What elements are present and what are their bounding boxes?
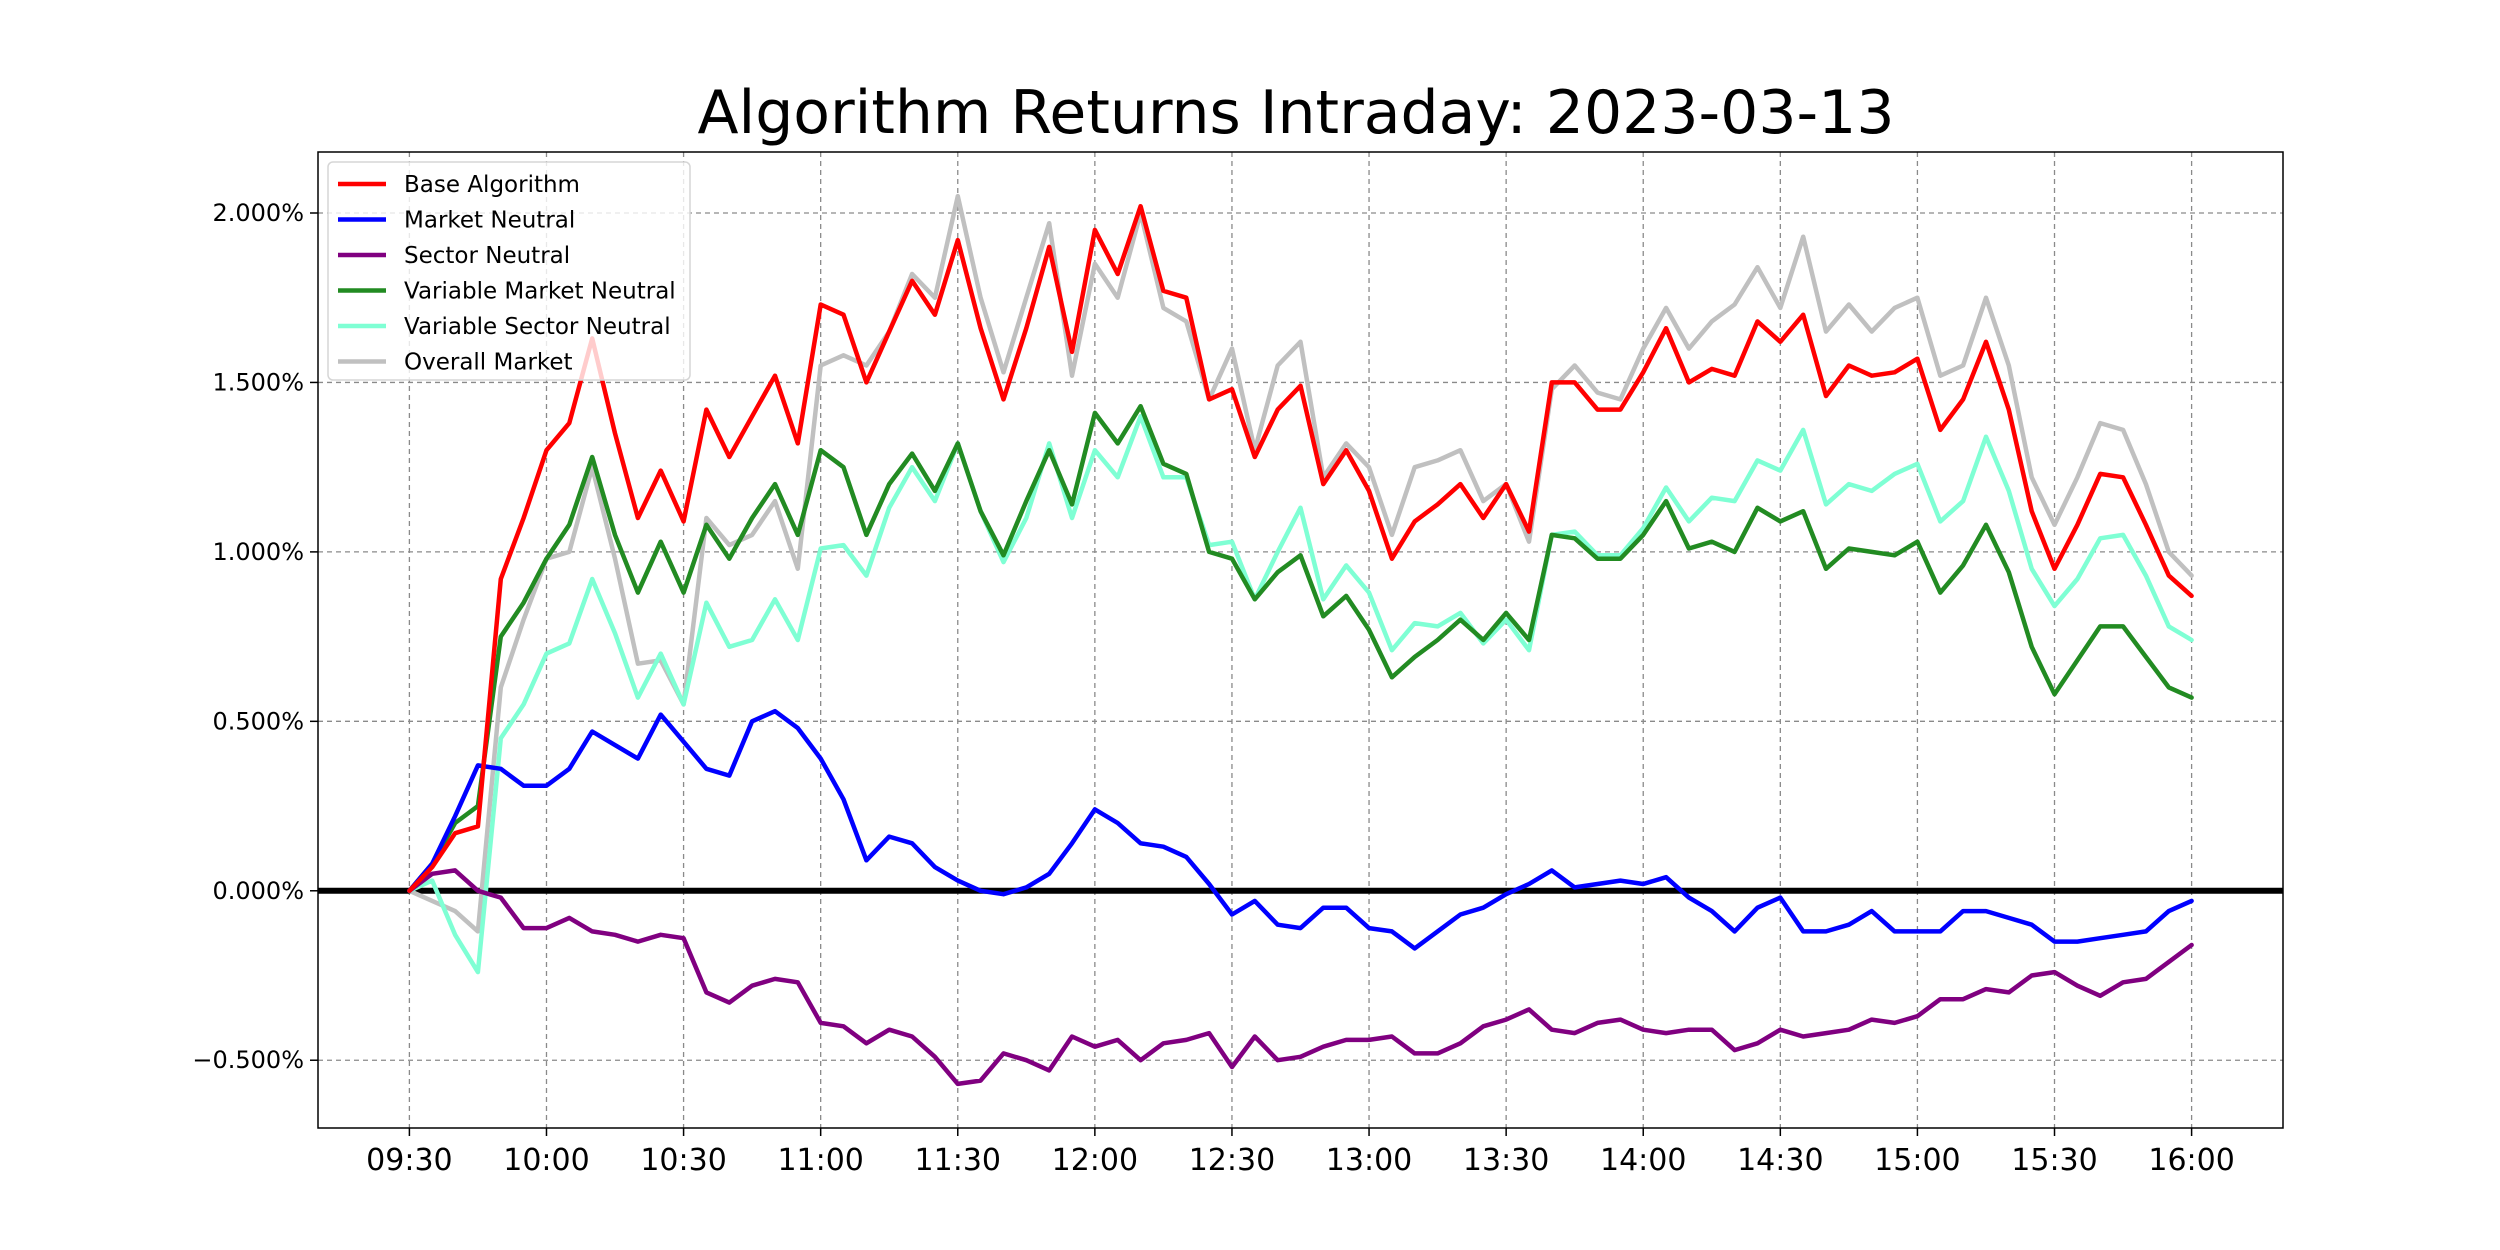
x-tick-label: 11:30 — [915, 1143, 1001, 1178]
legend-label-sector-neutral: Sector Neutral — [404, 243, 570, 269]
legend-box — [327, 161, 691, 381]
y-tick-label: 0.500% — [212, 707, 304, 735]
x-tick-label: 13:00 — [1326, 1143, 1412, 1178]
x-tick-label: 16:00 — [2148, 1143, 2234, 1178]
legend-label-variable-market-neutral: Variable Market Neutral — [404, 279, 676, 305]
series-layer — [407, 193, 2194, 1087]
legend-label-variable-sector-neutral: Variable Sector Neutral — [404, 314, 671, 340]
y-tick-label: −0.500% — [192, 1046, 304, 1074]
x-tick-label: 10:30 — [640, 1143, 726, 1178]
y-tick-label: 1.000% — [212, 538, 304, 566]
plot-frame — [317, 151, 2284, 1129]
x-tick-label: 13:30 — [1463, 1143, 1549, 1178]
legend-label-base-algorithm: Base Algorithm — [404, 172, 580, 198]
series-line-base-algorithm — [407, 203, 2194, 894]
x-tick-label: 15:00 — [1874, 1143, 1960, 1178]
legend-label-overall-market: Overall Market — [404, 350, 573, 376]
series-line-market-neutral — [407, 708, 2194, 951]
x-tick-label: 09:30 — [366, 1143, 452, 1178]
y-tick-label: 1.500% — [212, 368, 304, 396]
series-line-variable-sector-neutral — [407, 414, 2194, 975]
y-axis: −0.500% 0.000% 0.500% 1.000% 1.500% 2.000% — [192, 199, 318, 1074]
chart-title: Algorithm Returns Intraday: 2023-03-13 — [697, 78, 1894, 148]
x-tick-label: 12:00 — [1052, 1143, 1138, 1178]
x-axis: 09:30 10:00 10:30 11:00 11:30 12:00 12:30 13:00… — [366, 1128, 2235, 1178]
y-tick-label: 2.000% — [212, 199, 304, 227]
x-tick-label: 11:00 — [777, 1143, 863, 1178]
legend-label-market-neutral: Market Neutral — [404, 208, 575, 234]
x-tick-label: 14:30 — [1737, 1143, 1823, 1178]
series-line-overall-market — [407, 193, 2194, 934]
x-tick-label: 12:30 — [1189, 1143, 1275, 1178]
series-line-sector-neutral — [407, 868, 2194, 1087]
x-tick-label: 15:30 — [2011, 1143, 2097, 1178]
y-tick-label: 0.000% — [212, 877, 304, 905]
x-tick-label: 10:00 — [503, 1143, 589, 1178]
legend: Base Algorithm Market Neutral Sector Neutr… — [327, 161, 691, 381]
series-line-variable-market-neutral — [407, 403, 2194, 894]
x-tick-label: 14:00 — [1600, 1143, 1686, 1178]
